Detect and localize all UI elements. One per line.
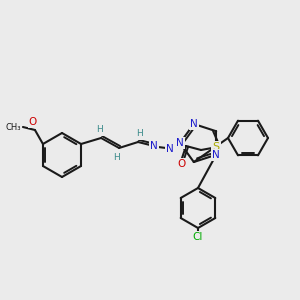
Text: H: H — [96, 125, 102, 134]
Text: N: N — [212, 150, 220, 160]
Text: N: N — [166, 144, 174, 154]
Text: CH₃: CH₃ — [5, 122, 21, 131]
Text: N: N — [150, 141, 158, 151]
Text: O: O — [29, 117, 37, 127]
Text: H: H — [113, 152, 119, 161]
Text: H: H — [174, 139, 180, 148]
Text: Cl: Cl — [193, 232, 203, 242]
Text: O: O — [177, 159, 185, 169]
Text: S: S — [212, 142, 220, 152]
Text: N: N — [190, 119, 198, 129]
Text: N: N — [176, 138, 184, 148]
Text: H: H — [136, 130, 142, 139]
